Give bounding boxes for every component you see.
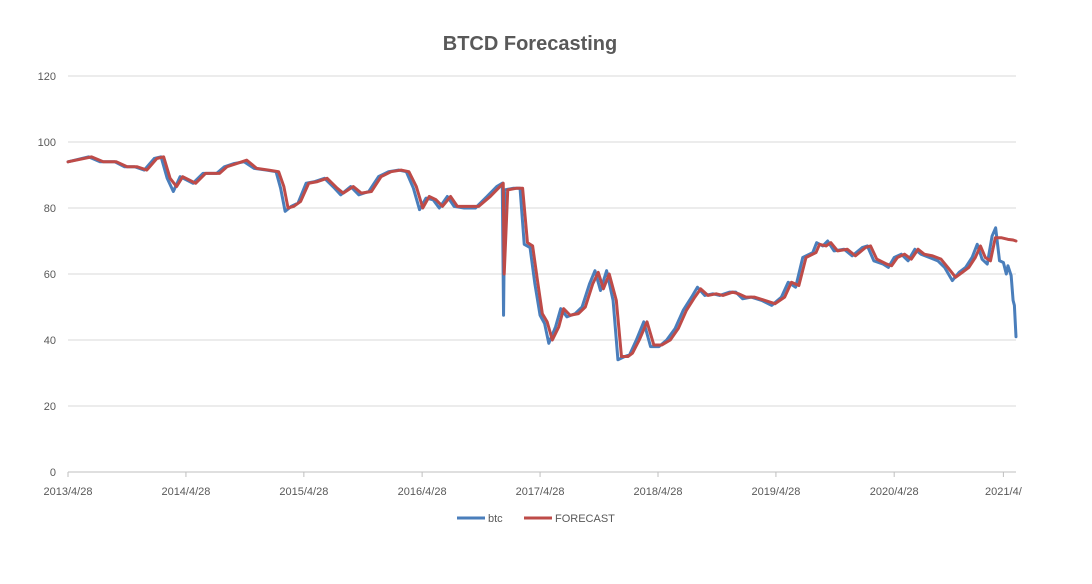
x-tick-label: 2014/4/28 [161,486,210,498]
axes: 0 20 40 60 80 100 120 2013/4/28 2014/4/28 2015/4/… [38,71,1023,498]
series-line-forecast [66,155,1018,358]
x-tick-label: 2018/4/28 [634,486,683,498]
x-tick-label: 2020/4/28 [870,486,919,498]
series-lines [66,155,1018,362]
x-tick-label: 2015/4/28 [279,486,328,498]
y-tick-label: 0 [50,467,56,479]
y-tick-label: 40 [44,335,56,347]
legend-label-btc: btc [488,513,503,525]
chart-title: BTCD Forecasting [443,33,617,55]
x-tick-label: 2017/4/28 [516,486,565,498]
y-tick-label: 120 [38,71,56,83]
y-tick-label: 80 [44,203,56,215]
series-line-btc [66,155,1018,362]
gridlines [68,75,1016,407]
x-tick-label: 2013/4/28 [44,486,93,498]
x-tick-label: 2016/4/28 [398,486,447,498]
legend-label-forecast: FORECAST [555,513,615,525]
legend: btc FORECAST [457,513,615,525]
y-tick-label: 100 [38,137,56,149]
x-tick-label: 2019/4/28 [751,486,800,498]
x-tick-label: 2021/4/ [985,486,1023,498]
y-tick-label: 60 [44,269,56,281]
y-tick-label: 20 [44,401,56,413]
